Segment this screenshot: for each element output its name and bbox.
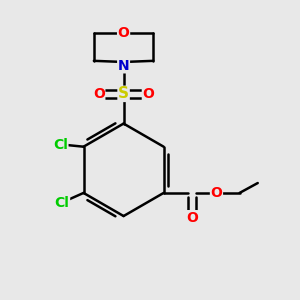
- Text: Cl: Cl: [53, 138, 68, 152]
- Text: O: O: [186, 211, 198, 225]
- Text: O: O: [211, 186, 222, 200]
- Text: N: N: [118, 59, 129, 73]
- Text: Cl: Cl: [55, 196, 70, 210]
- Text: S: S: [118, 86, 129, 101]
- Text: O: O: [93, 87, 105, 101]
- Text: O: O: [142, 87, 154, 101]
- Text: O: O: [118, 26, 130, 40]
